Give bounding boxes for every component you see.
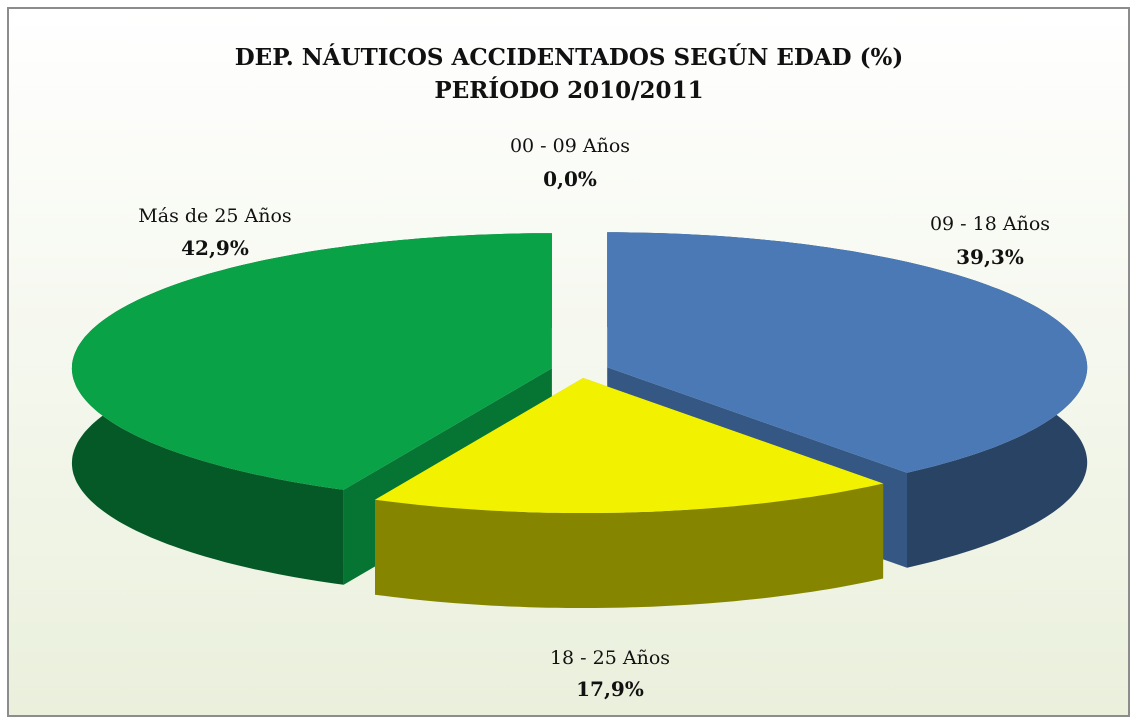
category-label: 00 - 09 Años xyxy=(510,135,630,157)
slice-wall xyxy=(375,483,884,608)
slice xyxy=(375,378,884,608)
category-label: Más de 25 Años xyxy=(138,205,291,227)
value-label: 0,0% xyxy=(543,167,597,191)
slice-top xyxy=(607,232,1088,473)
slice-top xyxy=(375,378,884,513)
labels: 00 - 09 Años 0,0% 09 - 18 Años 39,3% 18 - 25… xyxy=(138,135,1050,701)
value-label: 17,9% xyxy=(576,677,644,701)
category-label: 09 - 18 Años xyxy=(930,213,1050,235)
value-label: 39,3% xyxy=(956,245,1024,269)
pie xyxy=(71,232,1088,608)
category-label: 18 - 25 Años xyxy=(550,647,670,669)
chart-title: PERÍODO 2010/2011 xyxy=(434,77,703,104)
value-label: 42,9% xyxy=(181,236,249,260)
slice-top xyxy=(71,233,552,490)
chart-title: DEP. NÁUTICOS ACCIDENTADOS SEGÚN EDAD (%… xyxy=(235,44,904,71)
